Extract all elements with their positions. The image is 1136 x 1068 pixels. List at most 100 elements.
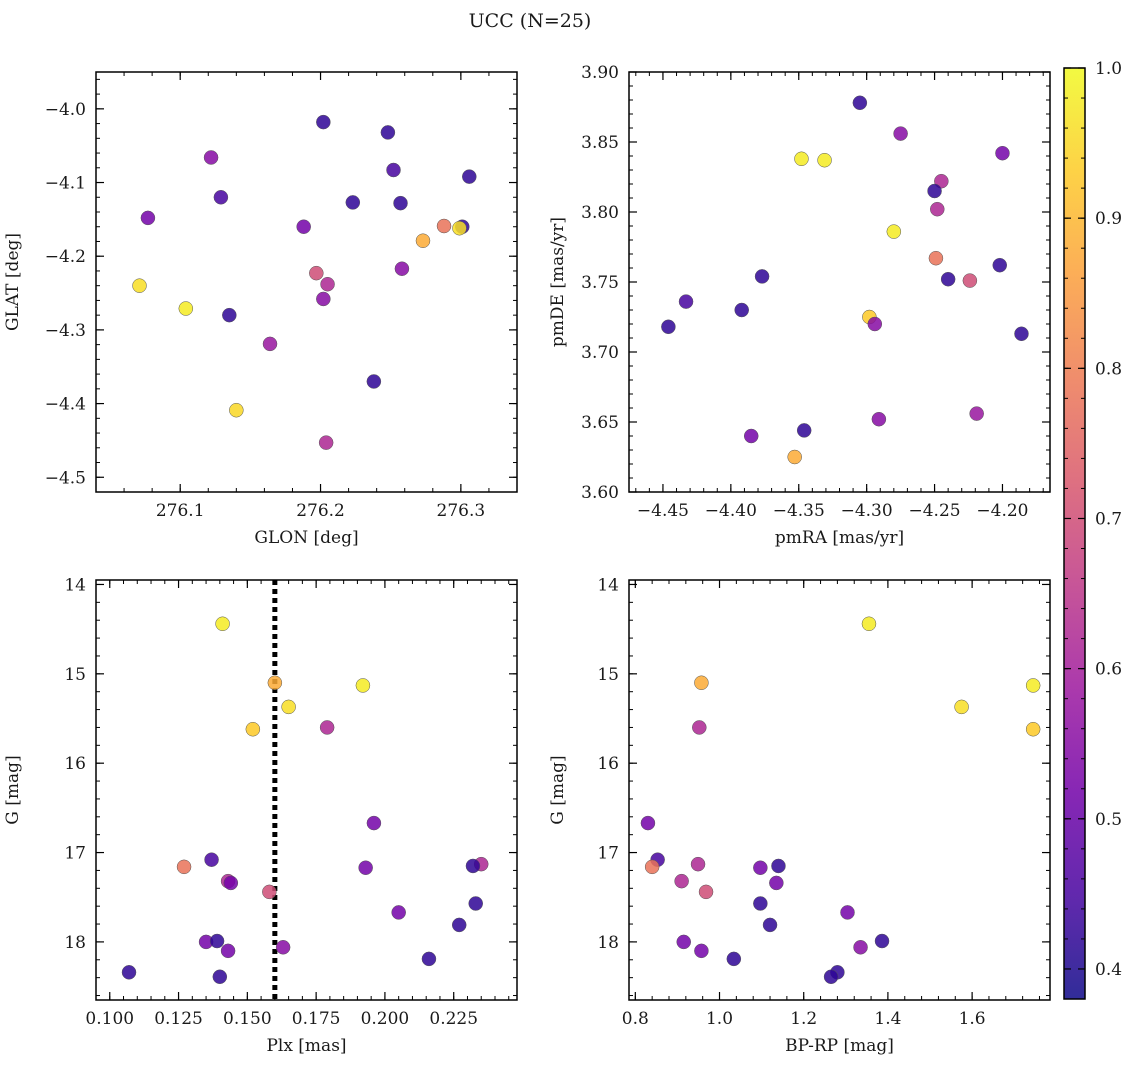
data-point (121, 965, 137, 980)
data-point (694, 943, 709, 959)
data-point (954, 699, 969, 715)
data-point (316, 114, 331, 130)
data-point (871, 411, 887, 427)
x-tick-label: 276.2 (296, 501, 345, 521)
data-point (644, 859, 660, 875)
data-point (840, 905, 855, 920)
data-point (930, 201, 945, 217)
x-tick-label: −4.45 (637, 501, 689, 521)
y-tick-label: 3.60 (581, 483, 619, 503)
data-point (734, 302, 749, 318)
axes-frame (95, 579, 518, 1001)
y-tick-label: 3.65 (581, 413, 619, 433)
data-point (468, 896, 483, 911)
y-tick-label: 16 (64, 754, 86, 774)
y-tick-label: −4.2 (45, 247, 86, 267)
data-point (436, 218, 452, 234)
data-point (355, 678, 371, 693)
x-tick-label: 1.4 (874, 1009, 901, 1029)
x-tick-label: −4.25 (909, 501, 961, 521)
data-point (771, 858, 786, 874)
panel-3: 0.100 0.125 0.150 0.175 0.200 0.225 14 15 16 17 18… (3, 575, 518, 1056)
data-point (995, 145, 1010, 161)
data-point (345, 195, 361, 210)
data-point (296, 219, 311, 234)
data-point (140, 210, 156, 226)
y-axis: 14 15 16 17 18 (597, 575, 1050, 997)
data-point (678, 294, 694, 309)
data-point (674, 873, 689, 889)
y-tick-label: 15 (597, 665, 619, 685)
data-point (220, 943, 236, 959)
x-tick-label: 0.200 (361, 1009, 410, 1029)
data-point (204, 852, 219, 867)
data-point (393, 195, 408, 211)
data-point (1025, 721, 1041, 737)
data-point (817, 152, 832, 168)
data-point (394, 261, 410, 276)
y-tick-label: 14 (64, 575, 86, 595)
x-tick-label: 0.100 (85, 1009, 134, 1029)
y-tick-label: 3.90 (581, 63, 619, 83)
data-point (262, 336, 278, 352)
data-point (769, 875, 784, 891)
data-point (209, 933, 225, 949)
x-tick-label: 276.1 (156, 501, 205, 521)
data-point (743, 428, 759, 444)
y-tick-label: 17 (597, 844, 619, 864)
colorbar-tick-label: 1.0 (1095, 59, 1122, 79)
data-point (132, 278, 147, 293)
data-point (694, 675, 709, 691)
data-point (203, 150, 219, 165)
x-tick-label: 0.125 (154, 1009, 203, 1029)
data-point (1014, 326, 1029, 342)
x-axis-label: BP-RP [mag] (785, 1036, 894, 1056)
data-point (753, 860, 768, 875)
data-point (465, 858, 481, 874)
data-point (796, 423, 812, 438)
y-tick-label: −4.3 (45, 321, 86, 341)
data-point (927, 183, 942, 199)
data-point (823, 969, 839, 985)
x-tick-label: 0.150 (223, 1009, 272, 1029)
y-tick-label: 3.80 (581, 203, 619, 223)
axes-frame (95, 71, 518, 493)
y-axis: 3.60 3.65 3.70 3.75 3.80 3.85 3.90 (581, 63, 1050, 503)
colorbar-frame (1063, 67, 1086, 1000)
scatter-points (640, 616, 1041, 985)
data-point (358, 860, 373, 875)
data-point (316, 291, 331, 307)
y-axis-label: G [mag] (3, 755, 23, 824)
data-point (275, 940, 291, 955)
colorbar-tick-label: 0.6 (1095, 660, 1122, 680)
data-point (661, 319, 676, 335)
y-tick-label: 15 (64, 665, 86, 685)
x-tick-label: −4.30 (841, 501, 893, 521)
x-axis: 0.8 1.0 1.2 1.4 1.6 (622, 580, 1040, 1029)
data-point (462, 169, 477, 184)
y-tick-label: 14 (597, 575, 619, 595)
x-axis-label: GLON [deg] (254, 528, 358, 548)
data-point (391, 905, 406, 920)
colorbar-tick-label: 0.5 (1095, 810, 1122, 830)
data-point (262, 884, 277, 900)
data-point (861, 616, 877, 632)
data-point (692, 720, 707, 735)
data-point (386, 162, 401, 178)
figure-title: UCC (N=25) (469, 10, 592, 32)
data-point (222, 307, 237, 323)
y-tick-label: −4.0 (45, 100, 86, 120)
y-tick-label: 17 (64, 844, 86, 864)
data-point (213, 190, 229, 205)
data-point (319, 720, 335, 735)
y-tick-label: 3.85 (581, 133, 619, 153)
x-axis-label: pmRA [mas/yr] (775, 528, 904, 548)
data-point (754, 269, 770, 284)
data-point (245, 721, 261, 737)
data-point (640, 815, 656, 831)
data-point (318, 435, 334, 450)
data-point (940, 271, 956, 287)
y-tick-label: 16 (597, 754, 619, 774)
x-axis-label: Plx [mas] (266, 1036, 346, 1056)
y-axis-label: pmDE [mas/yr] (548, 217, 568, 347)
